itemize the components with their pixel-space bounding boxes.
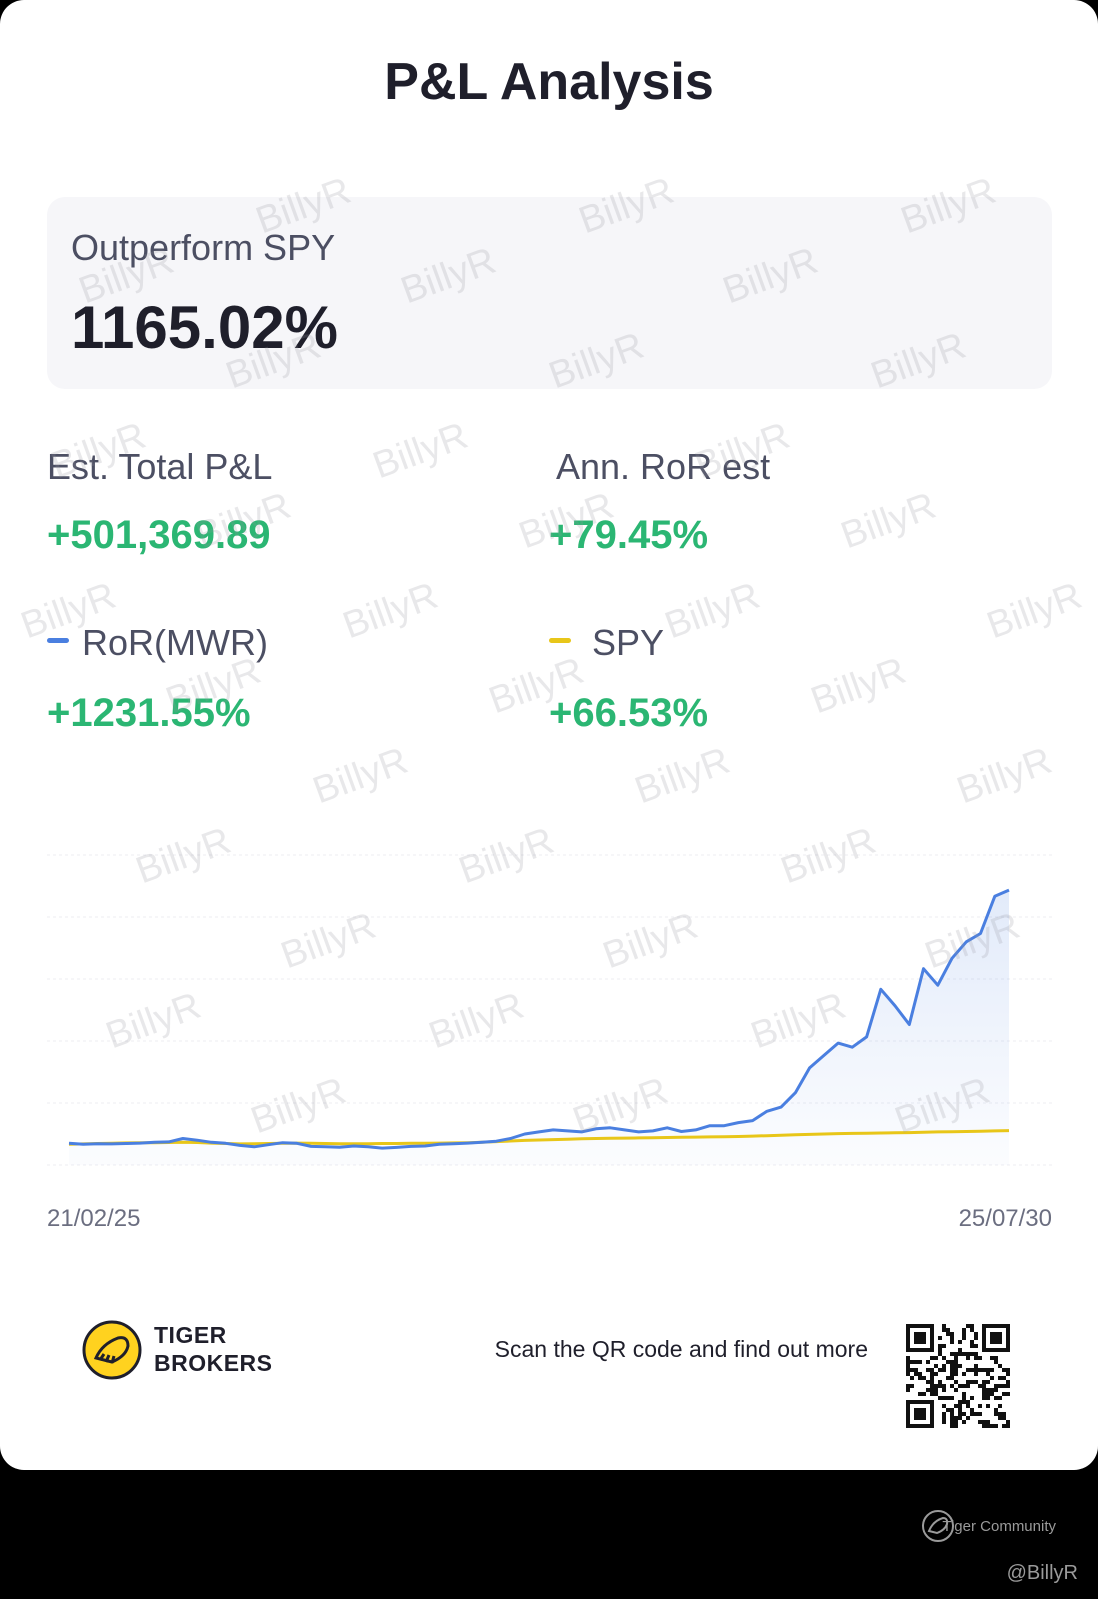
brand-name-line2: BROKERS <box>154 1350 273 1376</box>
x-axis-start-label: 21/02/25 <box>47 1205 141 1232</box>
community-label: Tiger Community <box>942 1518 1056 1535</box>
total-pnl-value: +501,369.89 <box>47 513 271 557</box>
page-title: P&L Analysis <box>384 53 714 111</box>
total-pnl-label: Est. Total P&L <box>47 446 273 487</box>
ror-legend-swatch <box>47 638 69 643</box>
watermark-text: BillyR <box>337 574 444 648</box>
ann-ror-label: Ann. RoR est <box>556 446 771 487</box>
watermark-text: BillyR <box>981 574 1088 648</box>
ror-mwr-label: RoR(MWR) <box>82 622 268 663</box>
scan-qr-text: Scan the QR code and find out more <box>494 1336 868 1362</box>
x-axis-end-label: 25/07/30 <box>958 1205 1052 1232</box>
user-handle: @BillyR <box>1006 1562 1078 1584</box>
footer: TIGER BROKERS Scan the QR code and find … <box>0 1300 1098 1428</box>
pnl-chart <box>47 840 1052 1200</box>
pnl-card: P&L Analysis Outperform SPY 1165.02% Est… <box>0 0 1098 1470</box>
watermark-text: BillyR <box>835 484 942 558</box>
watermark-text: BillyR <box>805 649 912 723</box>
ror-series-line <box>68 888 1010 1150</box>
watermark-text: BillyR <box>307 739 414 813</box>
watermark-text: BillyR <box>659 574 766 648</box>
outperform-label: Outperform SPY <box>71 227 336 268</box>
qr-code-icon[interactable] <box>906 1324 1010 1428</box>
spy-label: SPY <box>592 622 665 663</box>
outperform-value: 1165.02% <box>71 294 338 361</box>
outperform-panel: Outperform SPY 1165.02% <box>47 197 1052 389</box>
ror-mwr-value: +1231.55% <box>47 691 251 735</box>
ror-area <box>69 890 1009 1165</box>
watermark-text: BillyR <box>951 739 1058 813</box>
tiger-community-icon <box>920 1508 956 1544</box>
tiger-logo-icon[interactable] <box>82 1320 142 1380</box>
watermark-text: BillyR <box>629 739 736 813</box>
watermark-text: BillyR <box>367 414 474 488</box>
ann-ror-value: +79.45% <box>549 513 709 557</box>
spy-legend-swatch <box>549 638 571 643</box>
chart-svg <box>47 854 1052 1166</box>
brand-name-line1: TIGER <box>154 1322 227 1348</box>
spy-value: +66.53% <box>549 691 709 735</box>
